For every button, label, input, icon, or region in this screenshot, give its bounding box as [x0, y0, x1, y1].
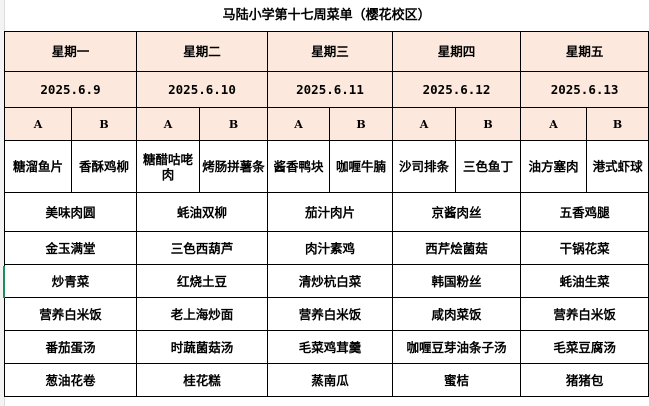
- option-b-cell[interactable]: B: [455, 107, 521, 141]
- option-b-cell[interactable]: B: [329, 107, 393, 141]
- weekday-cell[interactable]: 星期四: [392, 31, 521, 72]
- option-a-cell[interactable]: A: [267, 107, 330, 141]
- dish-cell[interactable]: 三色西葫芦: [136, 231, 268, 265]
- dish-cell[interactable]: 蚝油生菜: [519, 264, 649, 298]
- dish-cell[interactable]: 红烧土豆: [136, 264, 268, 298]
- dish-cell[interactable]: 干锅花菜: [519, 231, 649, 265]
- dish-cell[interactable]: 炒青菜: [4, 264, 137, 298]
- weekday-cell[interactable]: 星期五: [519, 31, 649, 72]
- dish-cell[interactable]: 蚝油双柳: [136, 192, 268, 232]
- weekday-cell[interactable]: 星期一: [4, 31, 137, 72]
- dish-cell[interactable]: 韩国粉丝: [392, 264, 521, 298]
- main-dish-cell[interactable]: 沙司排条: [392, 140, 456, 193]
- option-a-cell[interactable]: A: [520, 107, 587, 141]
- date-cell[interactable]: 2025.6.11: [267, 71, 393, 108]
- dish-cell[interactable]: 营养白米饭: [519, 297, 649, 331]
- main-dish-cell[interactable]: 三色鱼丁: [455, 140, 521, 193]
- dish-cell[interactable]: 西芹烩菌菇: [392, 231, 521, 265]
- date-cell[interactable]: 2025.6.12: [392, 71, 521, 108]
- dish-cell[interactable]: 葱油花卷: [4, 363, 137, 397]
- dish-cell[interactable]: 美味肉圆: [4, 192, 137, 232]
- dish-cell[interactable]: 时蔬菌菇汤: [136, 330, 268, 364]
- option-b-cell[interactable]: B: [71, 107, 137, 141]
- date-cell[interactable]: 2025.6.10: [136, 71, 268, 108]
- dish-cell[interactable]: 老上海炒面: [136, 297, 268, 331]
- main-dish-cell[interactable]: 酱香鸭块: [267, 140, 330, 193]
- dish-cell[interactable]: 营养白米饭: [4, 297, 137, 331]
- main-dish-cell[interactable]: 油方塞肉: [520, 140, 587, 193]
- dish-row: 葱油花卷 桂花糕 蒸南瓜 蜜桔 猪猪包: [4, 363, 649, 397]
- date-cell[interactable]: 2025.6.9: [4, 71, 137, 108]
- dish-cell[interactable]: 番茄蛋汤: [4, 330, 137, 364]
- dish-cell[interactable]: 金玉满堂: [4, 231, 137, 265]
- main-dish-cell[interactable]: 烤肠拼薯条: [199, 140, 268, 193]
- menu-title[interactable]: 马陆小学第十七周菜单（樱花校区）: [4, 0, 649, 32]
- dish-row: 美味肉圆 蚝油双柳 茄汁肉片 京酱肉丝 五香鸡腿: [4, 192, 649, 232]
- option-a-cell[interactable]: A: [4, 107, 72, 141]
- dish-cell[interactable]: 五香鸡腿: [519, 192, 649, 232]
- selected-cell-indicator: [3, 266, 5, 298]
- dish-cell[interactable]: 毛菜豆腐汤: [519, 330, 649, 364]
- option-b-cell[interactable]: B: [199, 107, 268, 141]
- date-cell[interactable]: 2025.6.13: [519, 71, 649, 108]
- dish-cell[interactable]: 咸肉菜饭: [392, 297, 521, 331]
- dish-cell[interactable]: 猪猪包: [519, 363, 649, 397]
- dish-cell[interactable]: 毛菜鸡茸羹: [267, 330, 393, 364]
- dish-cell[interactable]: 肉汁素鸡: [267, 231, 393, 265]
- dish-row: 番茄蛋汤 时蔬菌菇汤 毛菜鸡茸羹 咖喱豆芽油条子汤 毛菜豆腐汤: [4, 330, 649, 364]
- dish-row: 营养白米饭 老上海炒面 营养白米饭 咸肉菜饭 营养白米饭: [4, 297, 649, 331]
- option-b-cell[interactable]: B: [585, 107, 649, 141]
- dish-cell[interactable]: 咖喱豆芽油条子汤: [392, 330, 521, 364]
- dish-row: 金玉满堂 三色西葫芦 肉汁素鸡 西芹烩菌菇 干锅花菜: [4, 231, 649, 265]
- main-dish-cell[interactable]: 咖喱牛腩: [329, 140, 393, 193]
- dish-cell[interactable]: 茄汁肉片: [267, 192, 393, 232]
- weekday-cell[interactable]: 星期二: [136, 31, 268, 72]
- dish-row: 炒青菜 红烧土豆 清炒杭白菜 韩国粉丝 蚝油生菜: [4, 264, 649, 298]
- main-dish-cell[interactable]: 港式虾球: [585, 140, 649, 193]
- dish-cell[interactable]: 清炒杭白菜: [267, 264, 393, 298]
- dish-cell[interactable]: 蒸南瓜: [267, 363, 393, 397]
- menu-table: 马陆小学第十七周菜单（樱花校区） 星期一 星期二 星期三 星期四 星期五 202…: [4, 0, 649, 397]
- dish-cell[interactable]: 京酱肉丝: [392, 192, 521, 232]
- dish-cell[interactable]: 桂花糕: [136, 363, 268, 397]
- dish-cell[interactable]: 蜜桔: [392, 363, 521, 397]
- option-a-cell[interactable]: A: [136, 107, 200, 141]
- main-dish-cell[interactable]: 糖溜鱼片: [4, 140, 72, 193]
- weekday-cell[interactable]: 星期三: [267, 31, 393, 72]
- option-a-cell[interactable]: A: [392, 107, 456, 141]
- main-dish-cell[interactable]: 糖醋咕咾肉: [136, 140, 200, 193]
- main-dish-cell[interactable]: 香酥鸡柳: [71, 140, 137, 193]
- dish-cell[interactable]: 营养白米饭: [267, 297, 393, 331]
